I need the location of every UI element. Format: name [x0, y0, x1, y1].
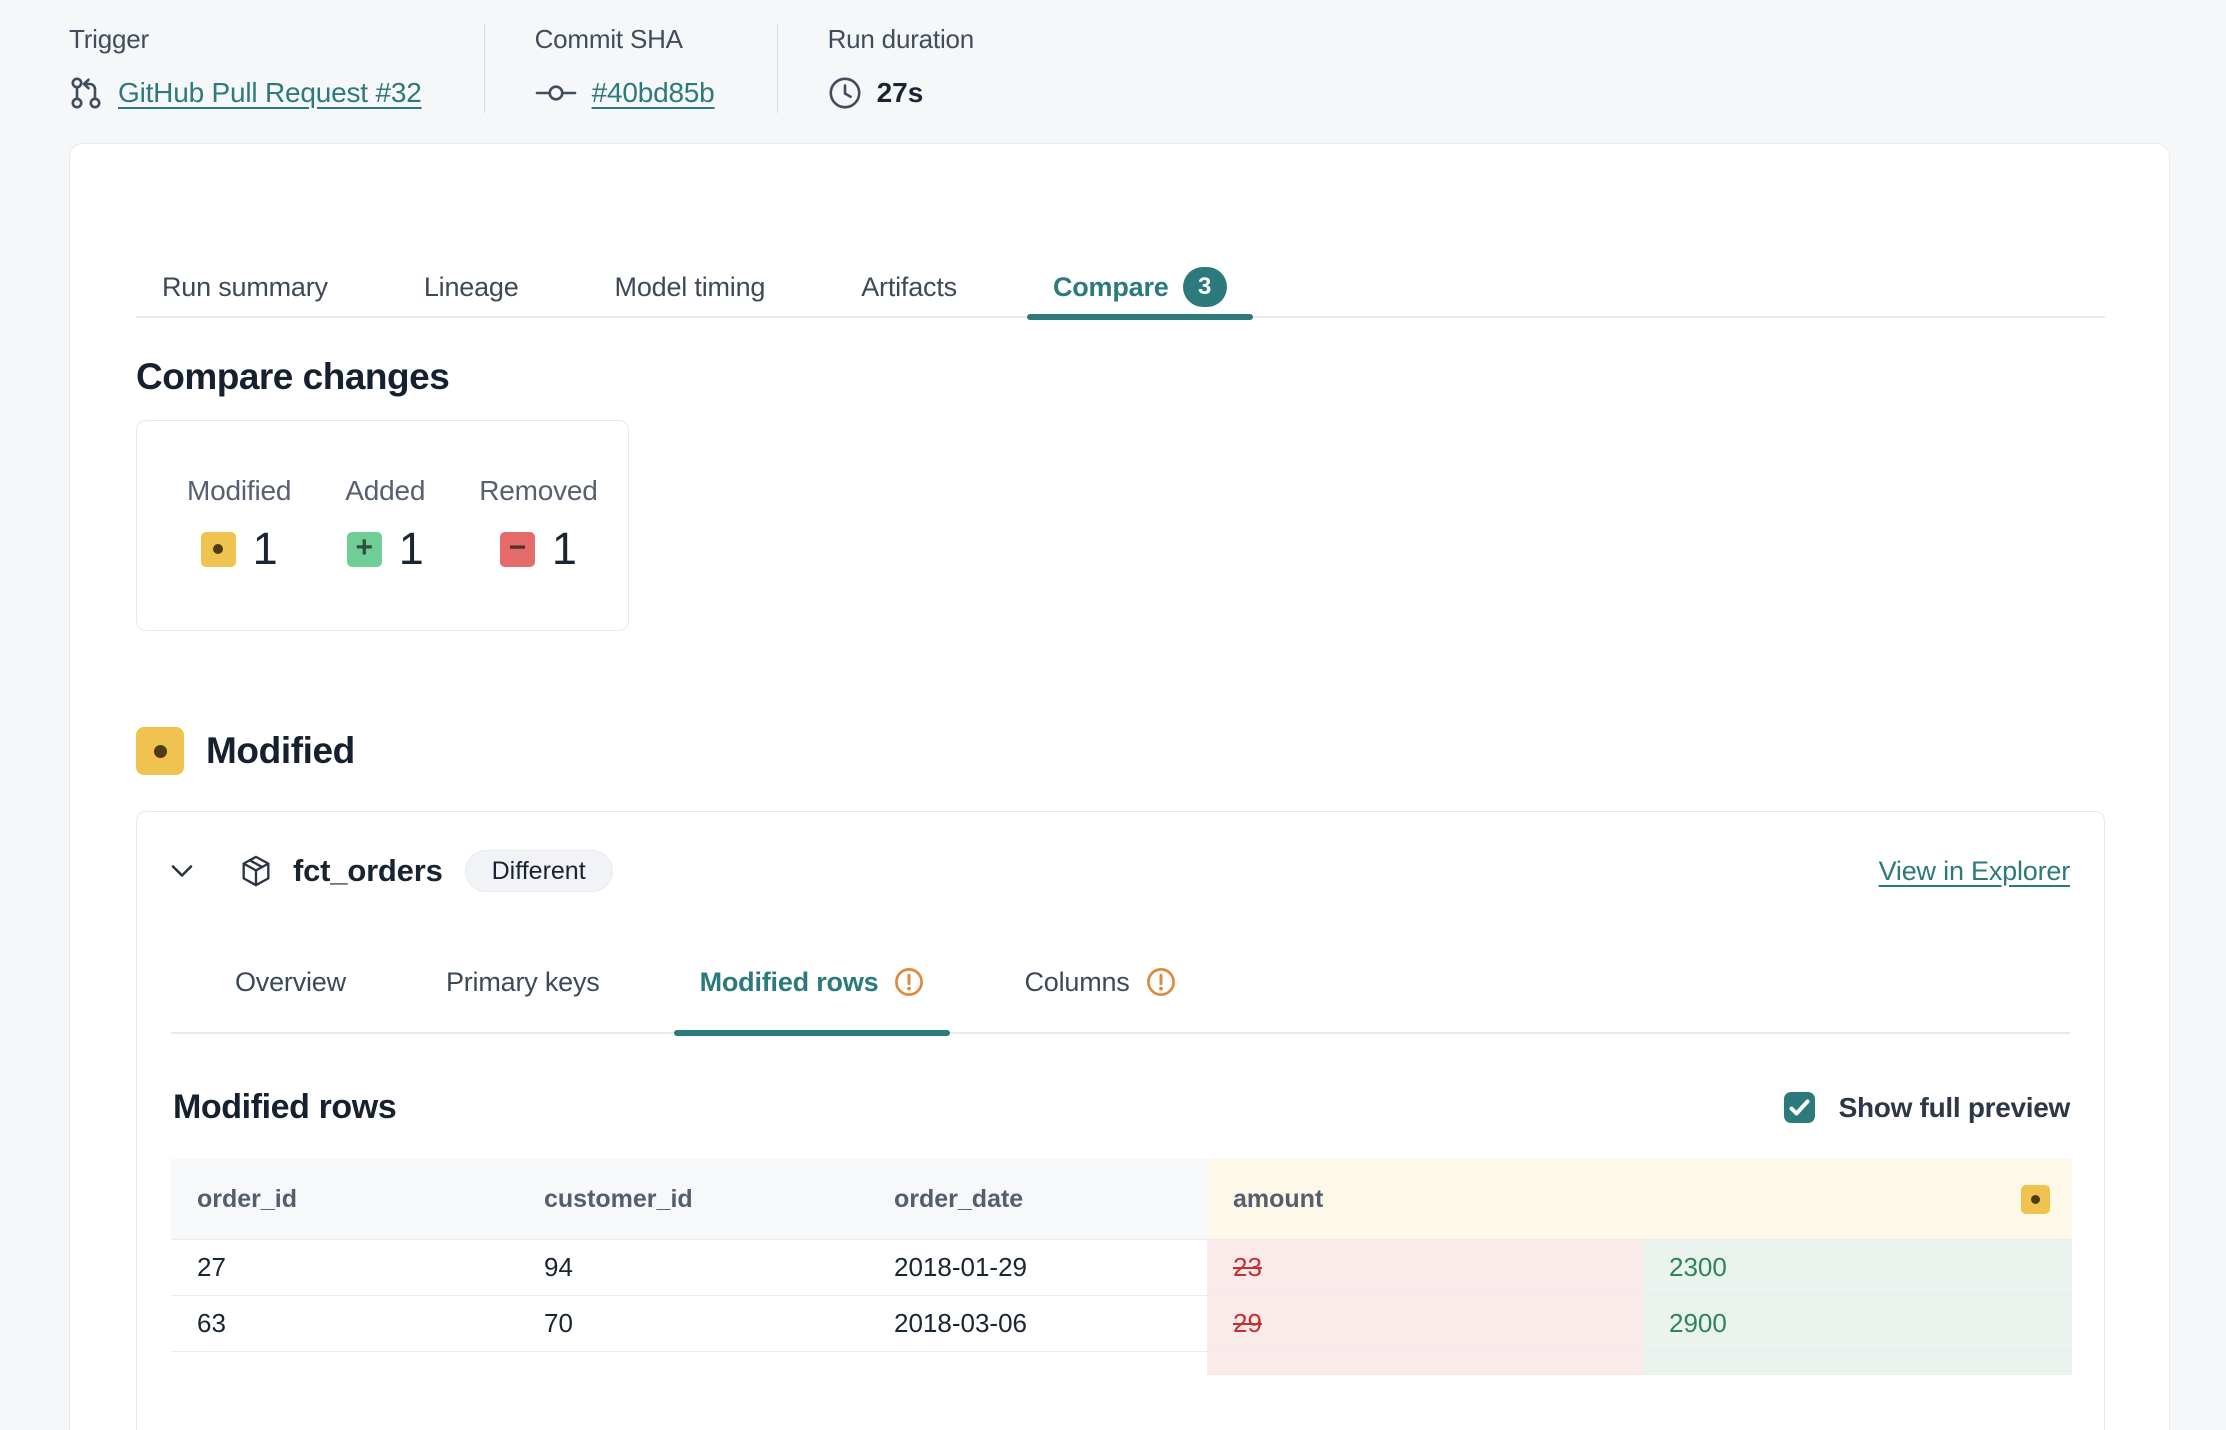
table-cell-new-value: 2300 — [1643, 1239, 2072, 1295]
model-status-badge: Different — [464, 850, 613, 892]
modified-section-header: Modified — [136, 727, 2105, 775]
table-cell: 70 — [518, 1295, 868, 1351]
tab-compare[interactable]: Compare 3 — [1026, 258, 1253, 320]
column-header-amount-label: amount — [1233, 1184, 1324, 1213]
added-icon: + — [346, 531, 382, 567]
commit-label: Commit SHA — [534, 24, 683, 54]
modified-icon — [200, 531, 236, 567]
page-title: Compare changes — [136, 356, 450, 397]
show-full-preview-label: Show full preview — [1838, 1091, 2071, 1123]
table-cell — [518, 1351, 868, 1375]
table-cell — [868, 1351, 1207, 1375]
table-cell-old-value — [1207, 1351, 1643, 1375]
stat-removed-label: Removed — [479, 475, 598, 506]
tab-compare-label: Compare — [1052, 271, 1169, 302]
model-name: fct_orders — [293, 853, 443, 888]
stat-modified: Modified 1 — [187, 475, 291, 630]
table-cell: 63 — [171, 1295, 518, 1351]
modified-rows-header: Modified rows Show full preview — [171, 1088, 2070, 1127]
modified-section-title: Modified — [206, 730, 355, 771]
duration-meta: Run duration 27s — [776, 24, 1036, 113]
tab-columns-label: Columns — [1024, 966, 1130, 997]
removed-icon: − — [499, 531, 535, 567]
table-cell: 27 — [171, 1239, 518, 1295]
modified-column-marker-icon — [2021, 1184, 2050, 1214]
tab-primary-keys[interactable]: Primary keys — [445, 966, 600, 997]
tab-lineage[interactable]: Lineage — [423, 271, 519, 302]
tab-modified-rows[interactable]: Modified rows — [673, 932, 951, 1036]
stat-modified-count: 1 — [252, 523, 278, 574]
tab-artifacts[interactable]: Artifacts — [861, 271, 957, 302]
trigger-label: Trigger — [69, 24, 149, 54]
compare-count-badge: 3 — [1182, 267, 1227, 307]
stat-added: Added + 1 — [345, 475, 425, 630]
model-card-header: fct_orders Different View in Explorer — [171, 850, 2070, 892]
show-full-preview-toggle[interactable]: Show full preview — [1783, 1091, 2071, 1124]
stat-removed: Removed − 1 — [479, 475, 598, 630]
modified-rows-title: Modified rows — [173, 1088, 397, 1126]
commit-meta: Commit SHA #40bd85b — [483, 24, 777, 113]
trigger-meta: Trigger GitHub Pull Request #32 — [69, 24, 484, 113]
table-cell-new-value: 2900 — [1643, 1295, 2072, 1351]
table-cell-new-value — [1643, 1351, 2072, 1375]
main-tab-bar: Run summary Lineage Model timing Artifac… — [136, 258, 2105, 320]
chevron-down-icon[interactable] — [171, 864, 193, 878]
table-cell-old-value: 29 — [1207, 1295, 1643, 1351]
trigger-link[interactable]: GitHub Pull Request #32 — [118, 77, 422, 108]
column-header-customer-id: customer_id — [518, 1159, 868, 1239]
stat-added-label: Added — [345, 475, 426, 506]
checkbox-checked-icon[interactable] — [1783, 1092, 1815, 1123]
table-cell — [171, 1351, 518, 1375]
warning-icon — [1146, 967, 1176, 997]
commit-sha-link[interactable]: #40bd85b — [591, 77, 715, 108]
pull-request-icon — [69, 76, 103, 110]
column-header-order-id: order_id — [171, 1159, 518, 1239]
modified-section-icon — [136, 727, 184, 775]
clock-icon — [828, 76, 862, 110]
run-duration-value: 27s — [876, 77, 924, 108]
model-tab-bar: Overview Primary keys Modified rows Colu… — [171, 932, 2070, 1036]
stat-added-count: 1 — [398, 523, 424, 574]
run-detail-card: Run summary Lineage Model timing Artifac… — [69, 143, 2170, 1430]
tab-columns[interactable]: Columns — [998, 932, 1201, 1032]
duration-label: Run duration — [827, 24, 975, 54]
warning-icon — [894, 967, 924, 997]
tab-overview[interactable]: Overview — [235, 966, 346, 997]
table-cell: 2018-01-29 — [868, 1239, 1207, 1295]
modified-rows-table: order_id customer_id order_date amount 2… — [171, 1159, 2072, 1375]
table-cell: 2018-03-06 — [868, 1295, 1207, 1351]
table-cell: 94 — [518, 1239, 868, 1295]
tab-model-timing[interactable]: Model timing — [614, 271, 766, 302]
run-meta-header: Trigger GitHub Pull Request #32 Commit S… — [0, 0, 2226, 113]
model-card: fct_orders Different View in Explorer Ov… — [136, 811, 2105, 1430]
stat-modified-label: Modified — [187, 475, 292, 506]
commit-icon — [535, 81, 577, 105]
view-in-explorer-link[interactable]: View in Explorer — [1878, 855, 2071, 886]
tab-run-summary[interactable]: Run summary — [162, 271, 328, 302]
column-header-order-date: order_date — [868, 1159, 1207, 1239]
column-header-amount: amount — [1207, 1159, 2072, 1239]
table-cell-old-value: 23 — [1207, 1239, 1643, 1295]
compare-summary-card: Modified 1 Added + 1 Removed − 1 — [136, 420, 629, 631]
stat-removed-count: 1 — [551, 523, 577, 574]
tab-modified-rows-label: Modified rows — [699, 966, 879, 997]
model-cube-icon — [241, 855, 271, 887]
